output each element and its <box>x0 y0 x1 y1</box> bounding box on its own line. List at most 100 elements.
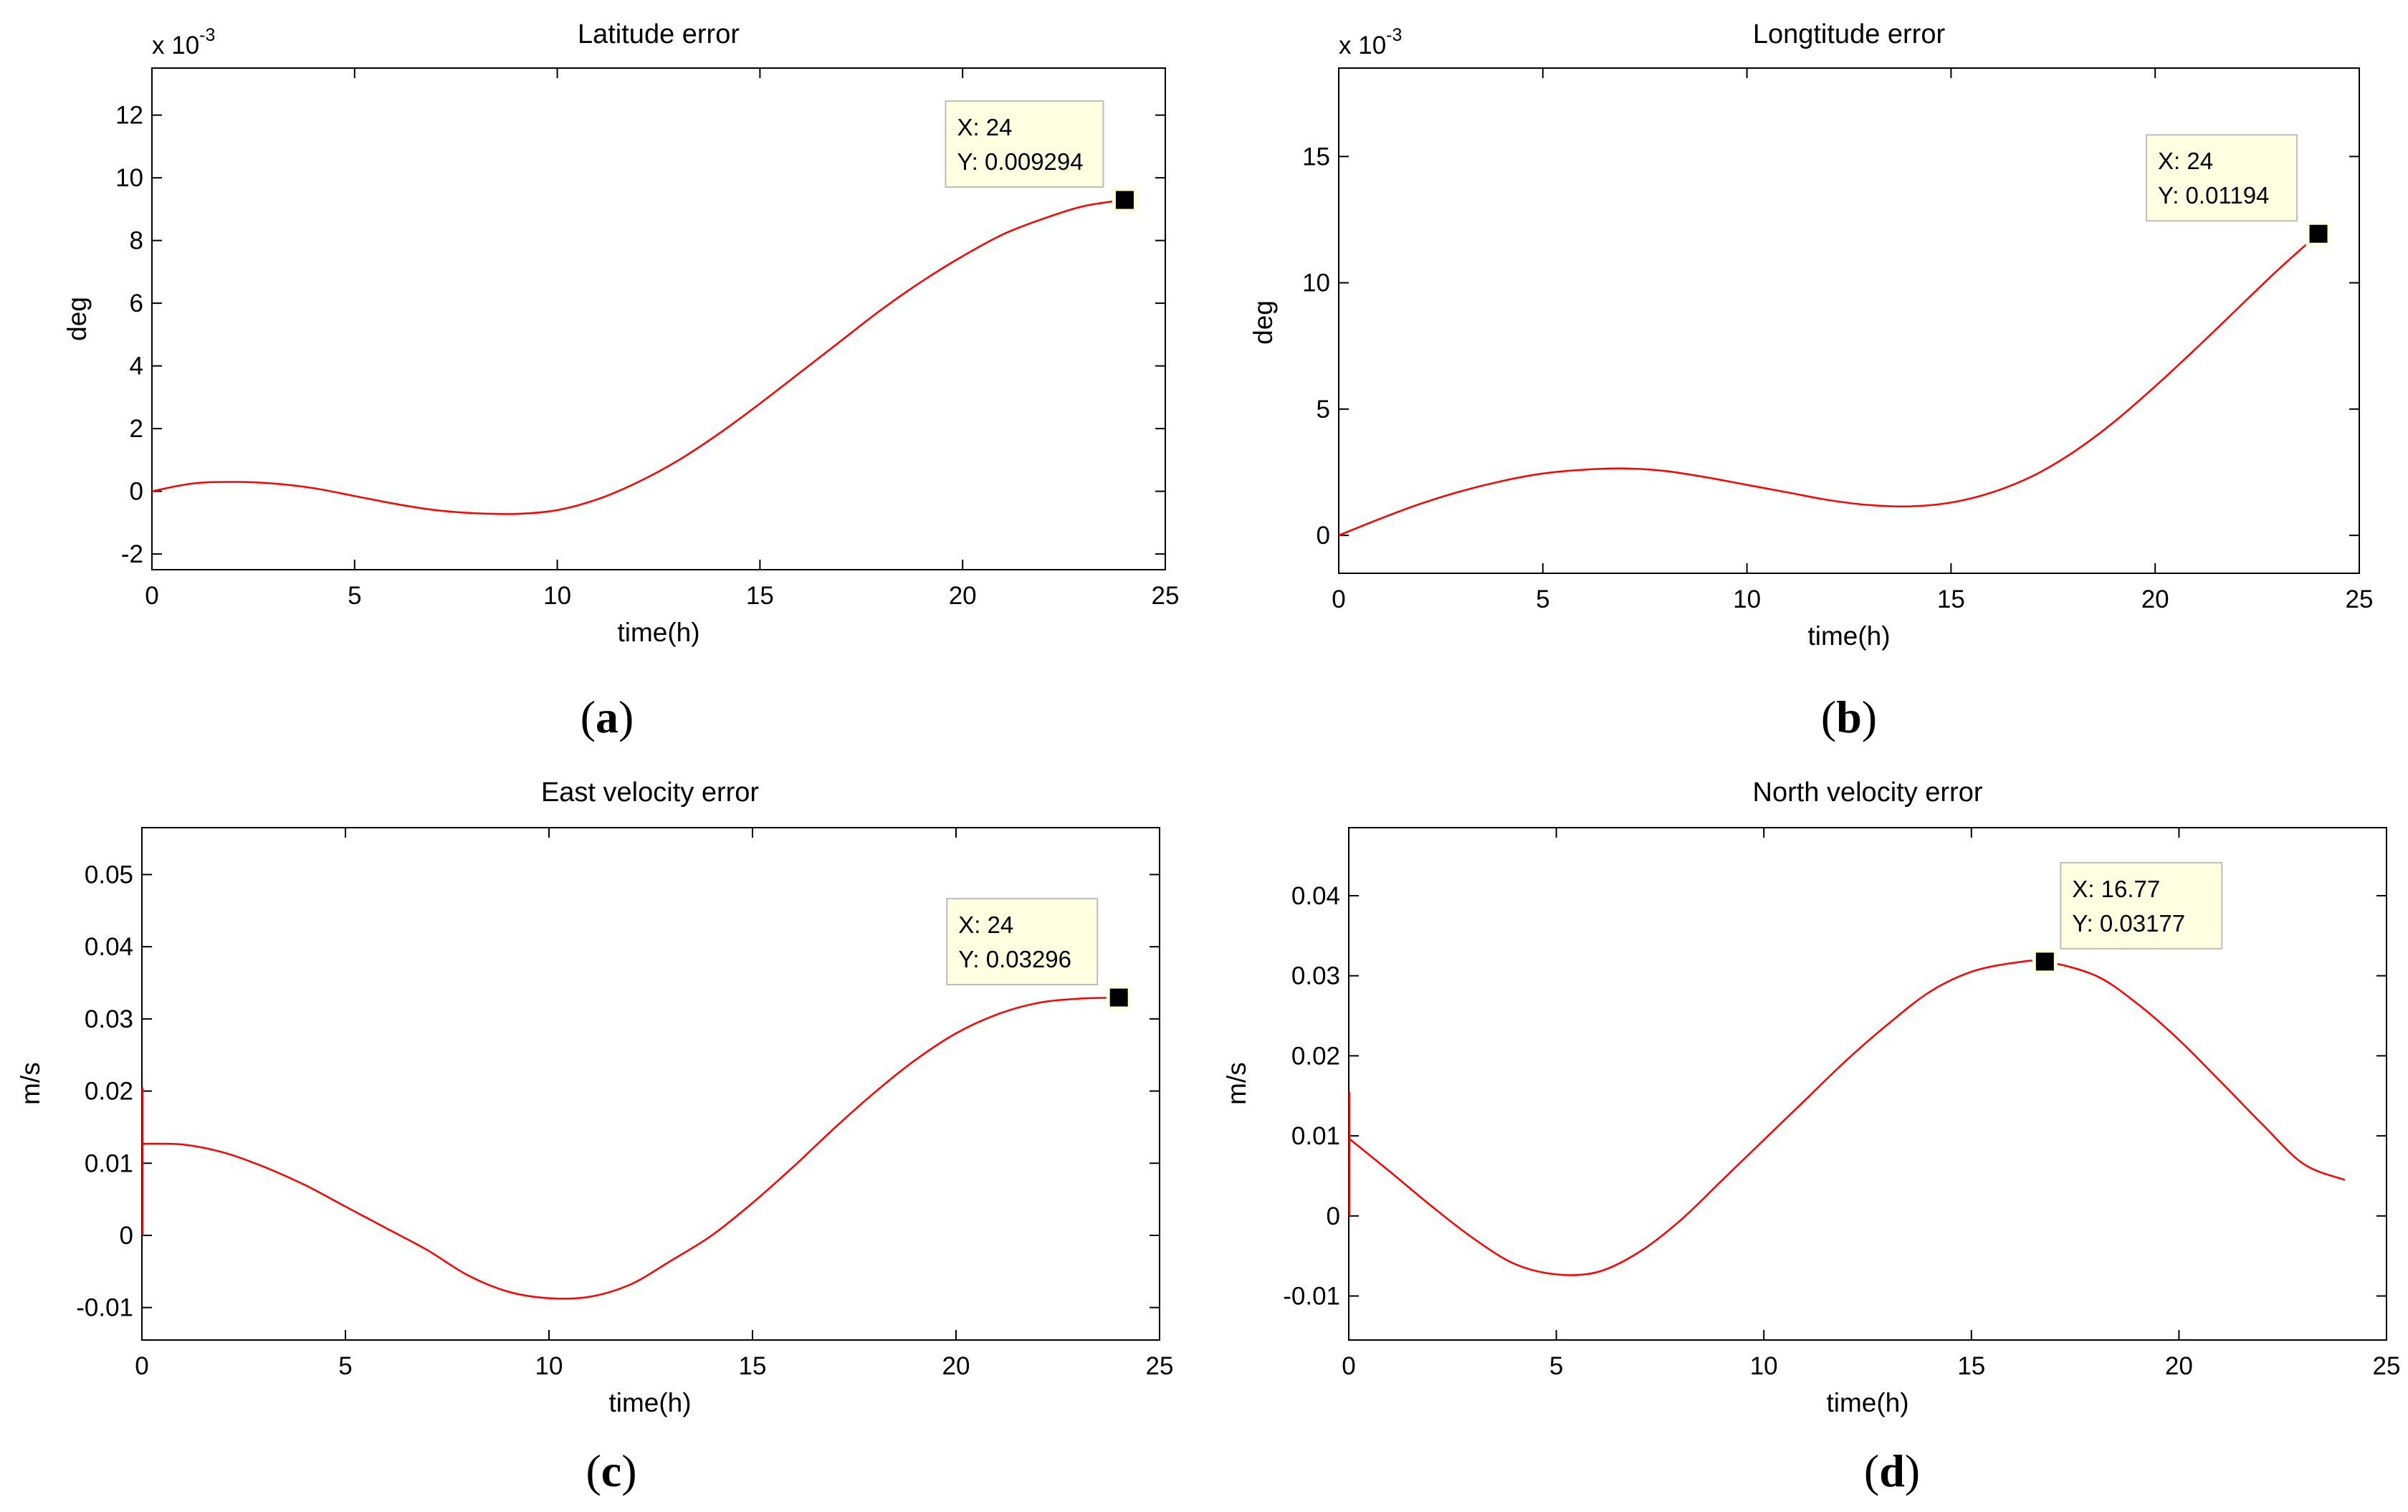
y-tick-label-b: 15 <box>1302 143 1330 171</box>
datatip-box-b <box>2146 134 2298 222</box>
chart-title-d: North velocity error <box>1753 777 1983 808</box>
x-tick-label-a: 10 <box>543 582 571 610</box>
x-tick-label-a: 5 <box>348 582 361 610</box>
y-tick-label-a: 4 <box>130 353 143 381</box>
x-tick-label-d: 10 <box>1750 1352 1778 1380</box>
tick-group-b: 0 5 10 15 20 25 0 5 10 15 <box>1302 68 2373 613</box>
y-tick-label-b: 0 <box>1317 522 1330 550</box>
x-tick-label-c: 0 <box>135 1352 148 1380</box>
y-tick-label-d: -0.01 <box>1283 1283 1340 1311</box>
datatip-marker-c[interactable] <box>1106 985 1132 1010</box>
series-line-a <box>151 198 1125 515</box>
x-axis-label-c: time(h) <box>608 1388 691 1417</box>
y-axis-label-d: m/s <box>1222 1062 1251 1105</box>
datatip-box-c <box>946 898 1099 986</box>
x-tick-label-b: 5 <box>1536 585 1549 613</box>
panel-a: Latitude error x 10-3 deg time(h) 0 5 10 15… <box>62 19 1179 742</box>
y-tick-label-a: 2 <box>130 415 143 443</box>
y-tick-label-c: 0.02 <box>85 1078 133 1106</box>
y-tick-label-c: 0.01 <box>85 1149 133 1177</box>
datatip-y-b: Y: 0.01194 <box>2158 182 2269 209</box>
y-axis-label-c: m/s <box>16 1062 45 1105</box>
x-tick-label-d: 20 <box>2165 1352 2193 1380</box>
x-tick-label-a: 20 <box>949 582 977 610</box>
y-tick-label-c: 0.04 <box>85 933 133 961</box>
panel-d: North velocity error m/s time(h) 0 5 10 15 2… <box>1222 777 2400 1496</box>
datatip-x-a: X: 24 <box>957 114 1012 140</box>
x-axis-label-a: time(h) <box>617 618 699 647</box>
y-tick-label-c: 0.03 <box>85 1005 133 1033</box>
chart-title-c: East velocity error <box>541 777 759 808</box>
y-tick-label-d: 0.01 <box>1291 1122 1340 1150</box>
y-tick-label-d: 0.02 <box>1291 1042 1340 1070</box>
datatip-x-c: X: 24 <box>958 911 1013 938</box>
datatip-marker-d[interactable] <box>2032 949 2058 975</box>
datatip-x-d: X: 16.77 <box>2072 876 2160 902</box>
y-tick-label-a: -2 <box>121 540 143 568</box>
panel-b: Longtitude error x 10-3 deg time(h) 0 5 10… <box>1248 19 2373 742</box>
x-tick-label-d: 5 <box>1549 1352 1563 1380</box>
x-tick-label-a: 0 <box>145 582 158 610</box>
x-tick-label-c: 25 <box>1146 1352 1174 1380</box>
y-tick-label-c: 0 <box>120 1222 133 1250</box>
datatip-box-a <box>945 100 1104 188</box>
datatip-marker-b[interactable] <box>2306 221 2331 247</box>
datatip-marker-a[interactable] <box>1112 187 1137 213</box>
x-tick-label-b: 10 <box>1733 585 1761 613</box>
y-tick-label-d: 0.04 <box>1291 882 1340 910</box>
x-tick-label-a: 25 <box>1152 582 1180 610</box>
y-tick-label-b: 5 <box>1317 396 1330 424</box>
tick-group-d: 0 5 10 15 20 25 -0.01 0 0.01 0.02 0.03 0.04 <box>1283 828 2400 1380</box>
x-tick-label-d: 25 <box>2373 1352 2401 1380</box>
x-tick-label-c: 15 <box>739 1352 767 1380</box>
series-line-c <box>141 996 1119 1300</box>
y-tick-label-a: 8 <box>130 227 143 255</box>
datatip-y-c: Y: 0.03296 <box>958 946 1071 972</box>
y-tick-label-c: 0.05 <box>85 861 133 889</box>
datatip-d[interactable]: X: 16.77 Y: 0.03177 <box>2032 861 2223 975</box>
panel-label-a: (a) <box>580 692 634 742</box>
plot-area-d <box>1348 827 2387 1341</box>
y-tick-label-b: 10 <box>1302 269 1330 297</box>
tick-group-c: 0 5 10 15 20 25 -0.01 0 0.01 0.02 0.03 0.04 0.05 <box>76 828 1173 1380</box>
chart-title-a: Latitude error <box>578 19 740 49</box>
datatip-a[interactable]: X: 24 Y: 0.009294 <box>945 100 1137 213</box>
series-line-b <box>1338 233 2319 537</box>
x-tick-label-b: 20 <box>2141 585 2169 613</box>
y-tick-label-a: 12 <box>115 102 143 130</box>
datatip-box-d <box>2060 861 2223 949</box>
x-tick-label-c: 10 <box>535 1352 563 1380</box>
x-axis-label-b: time(h) <box>1807 621 1890 651</box>
y-tick-label-a: 10 <box>115 164 143 192</box>
x-axis-label-d: time(h) <box>1826 1388 1908 1417</box>
datatip-y-d: Y: 0.03177 <box>2072 910 2185 937</box>
y-tick-label-a: 0 <box>130 478 143 506</box>
y-tick-label-d: 0 <box>1327 1202 1340 1230</box>
chart-title-b: Longtitude error <box>1753 19 1946 49</box>
datatip-c[interactable]: X: 24 Y: 0.03296 <box>946 898 1132 1010</box>
x-tick-label-b: 15 <box>1937 585 1965 613</box>
y-axis-label-b: deg <box>1248 300 1278 345</box>
x-tick-label-a: 15 <box>746 582 774 610</box>
x-tick-label-b: 0 <box>1332 585 1345 613</box>
y-tick-label-a: 6 <box>130 290 143 317</box>
x-tick-label-d: 15 <box>1957 1352 1985 1380</box>
y-tick-label-d: 0.03 <box>1291 962 1340 990</box>
y-exponent-b: x 10-3 <box>1339 25 1402 59</box>
y-exponent-a: x 10-3 <box>152 25 215 59</box>
x-tick-label-c: 5 <box>338 1352 352 1380</box>
datatip-b[interactable]: X: 24 Y: 0.01194 <box>2146 134 2331 247</box>
datatip-x-b: X: 24 <box>2158 148 2213 174</box>
x-tick-label-d: 0 <box>1342 1352 1355 1380</box>
series-line-d <box>1348 960 2346 1276</box>
panel-label-c: (c) <box>586 1445 636 1496</box>
plot-area-c <box>141 827 1160 1341</box>
y-axis-label-a: deg <box>62 297 92 341</box>
x-tick-label-c: 20 <box>942 1352 970 1380</box>
x-tick-label-b: 25 <box>2346 585 2374 613</box>
panel-label-d: (d) <box>1864 1445 1920 1496</box>
datatip-y-a: Y: 0.009294 <box>957 148 1083 175</box>
panel-c: East velocity error m/s time(h) 0 5 10 15 20… <box>16 777 1173 1496</box>
